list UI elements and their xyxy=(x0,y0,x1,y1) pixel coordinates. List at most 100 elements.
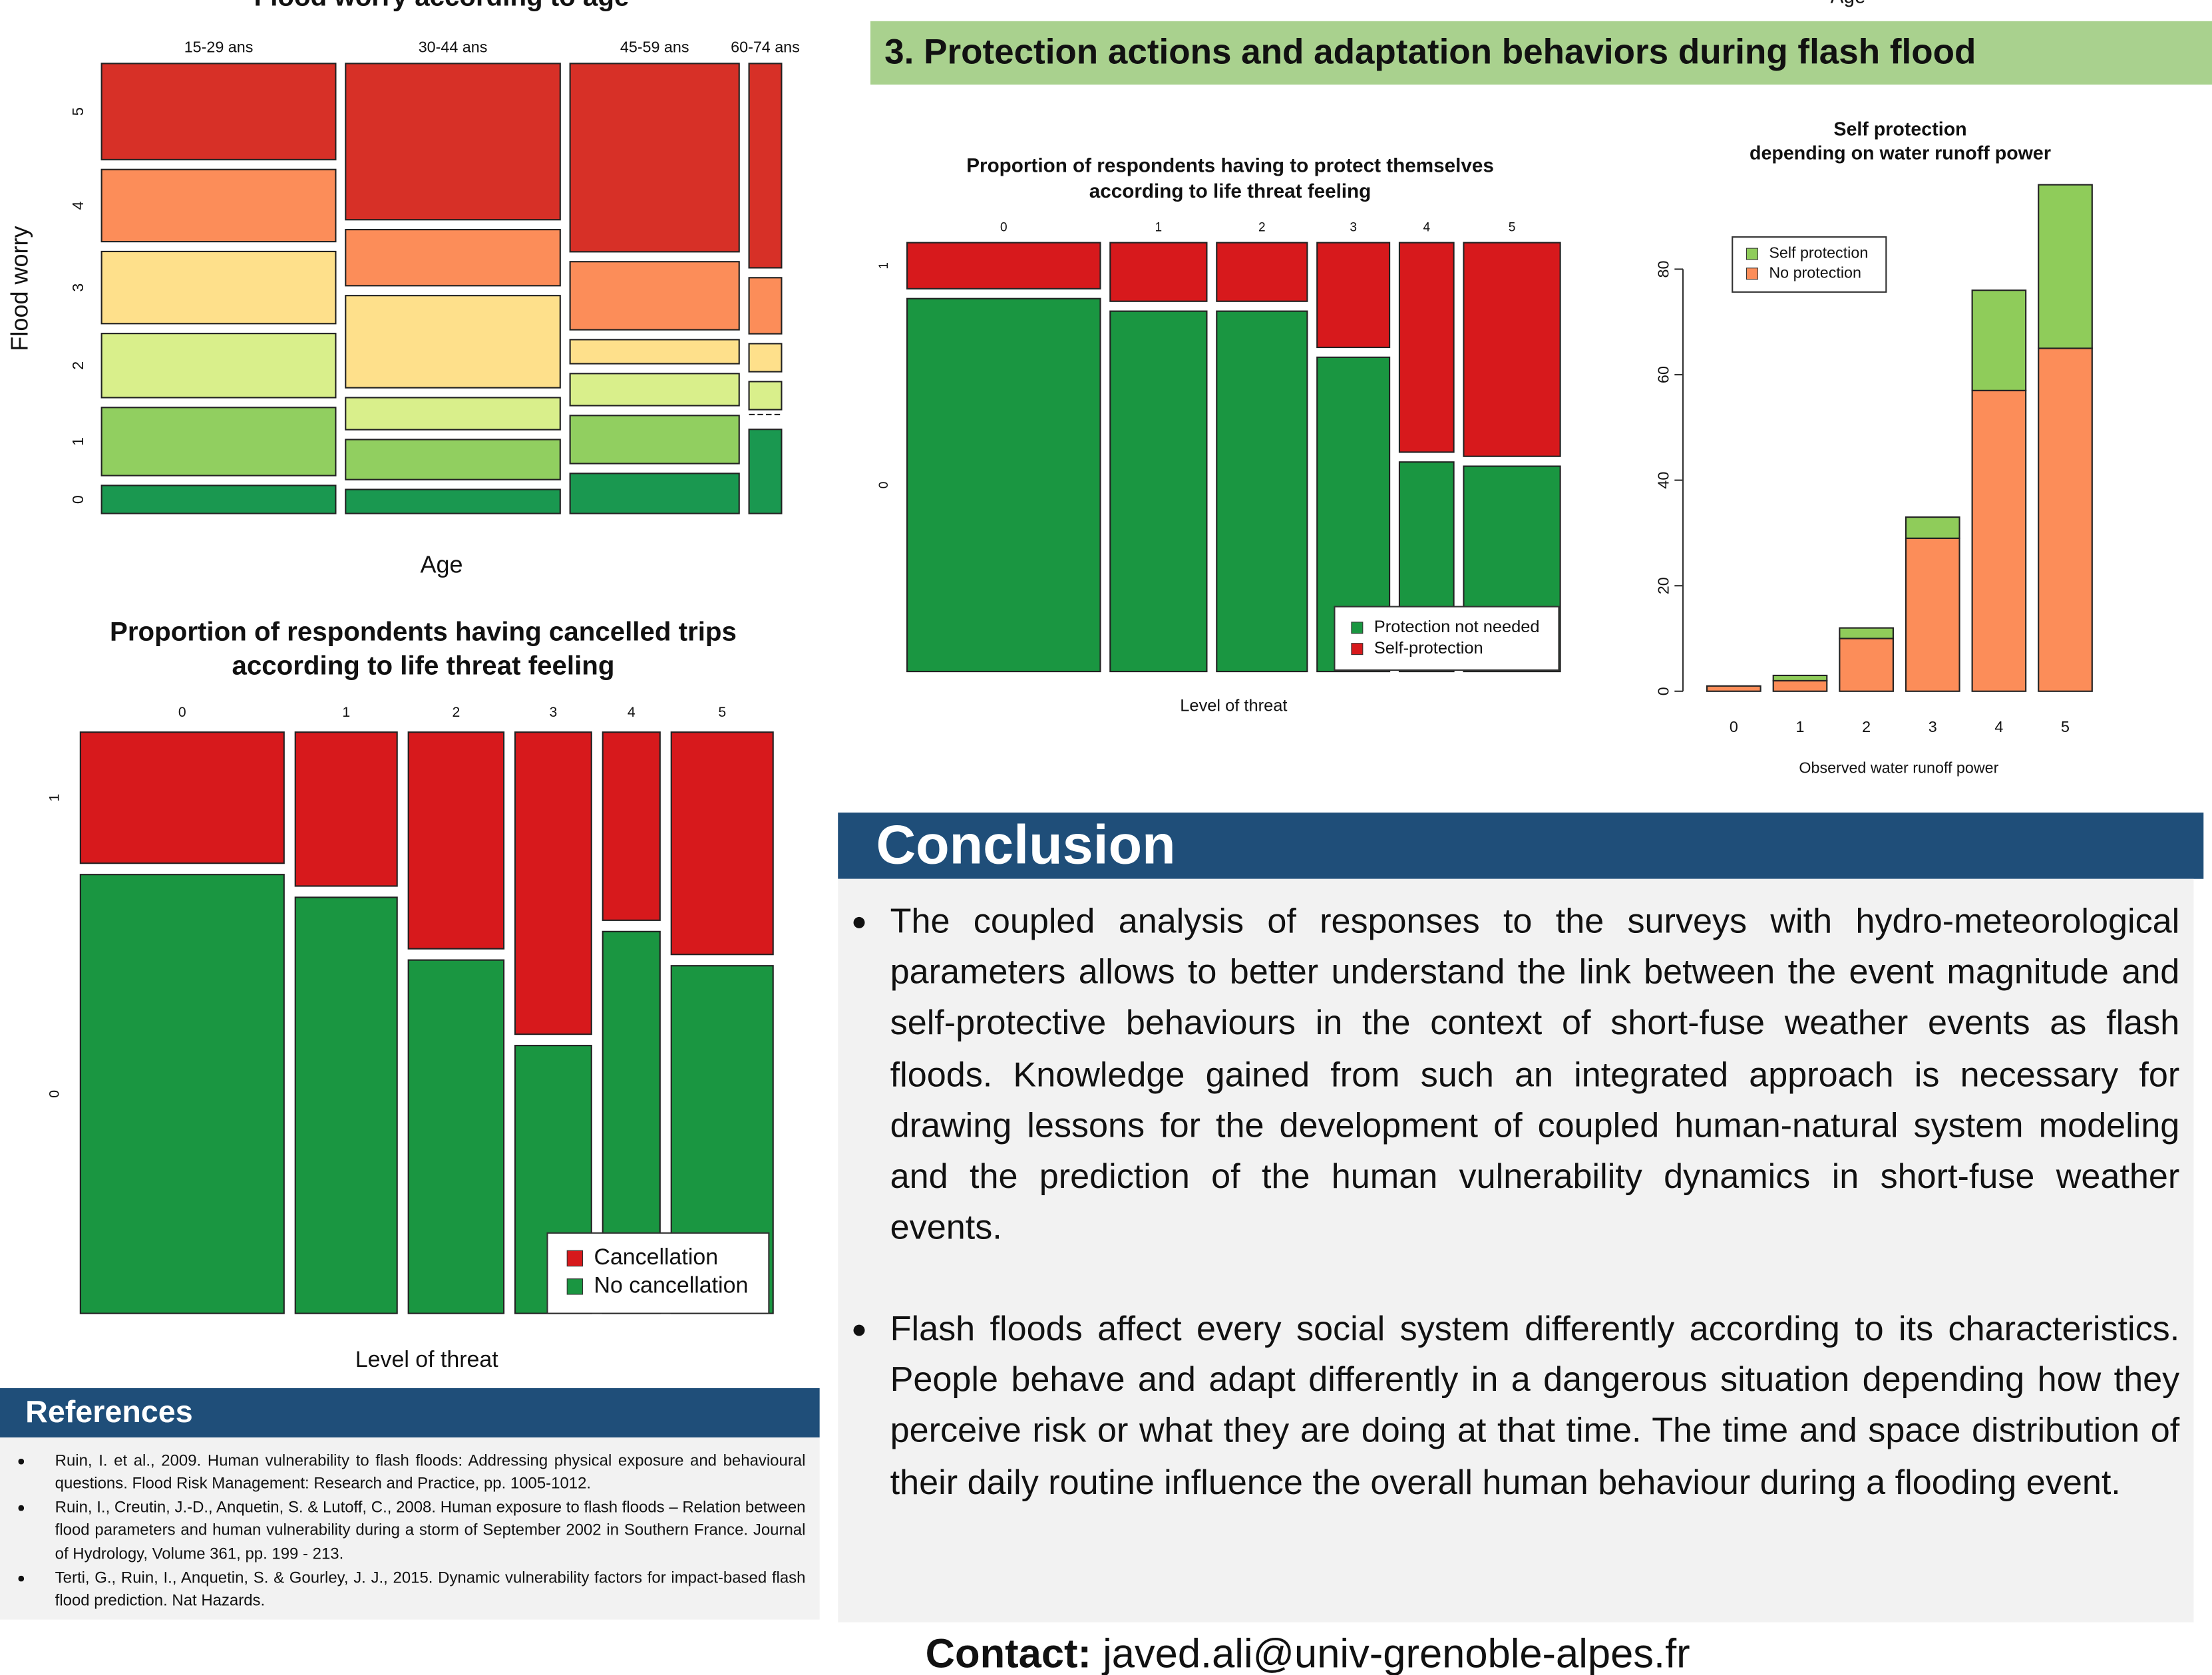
bar-segment xyxy=(1971,289,2027,391)
mosaic-cell xyxy=(79,874,285,1314)
column-label: 3 xyxy=(1350,221,1357,235)
cut-axis-label: Age xyxy=(1831,0,1866,7)
chart-title: Flood worry according to age xyxy=(254,0,630,11)
y-tick-label: 20 xyxy=(1655,577,1672,594)
conclusion-bullet: Flash floods affect every social system … xyxy=(853,1305,2180,1509)
column-label: 4 xyxy=(628,705,636,720)
x-axis-label: Observed water runoff power xyxy=(1799,759,1998,777)
column-label: 0 xyxy=(1000,221,1008,235)
conclusion-title: Conclusion xyxy=(838,813,2204,879)
mosaic-cell xyxy=(569,472,740,514)
bar-segment xyxy=(1772,679,1828,692)
column-label: 3 xyxy=(550,705,558,720)
mosaic-cell xyxy=(100,333,337,399)
mosaic-cell xyxy=(345,295,561,389)
legend-swatch xyxy=(566,1278,584,1295)
mosaic-cell xyxy=(569,373,740,407)
mosaic-cell xyxy=(100,407,337,476)
mosaic-cell xyxy=(407,959,505,1314)
mosaic-cell xyxy=(569,415,740,465)
x-axis-label: Level of threat xyxy=(1180,696,1287,715)
mosaic-cell xyxy=(748,277,783,335)
bar-segment xyxy=(1772,674,1828,681)
column-label: 0 xyxy=(178,705,186,720)
mosaic-cell xyxy=(100,63,337,160)
mosaic-cell xyxy=(569,63,740,253)
mosaic-cell xyxy=(100,250,337,325)
mosaic-cell xyxy=(906,297,1101,673)
mosaic-cell xyxy=(345,488,561,514)
row-label: 0 xyxy=(877,482,891,489)
conclusion-bullet: The coupled analysis of responses to the… xyxy=(853,897,2179,1254)
reference-text: Terti, G., Ruin, I., Anquetin, S. & Gour… xyxy=(55,1570,806,1610)
x-tick-label: 3 xyxy=(1929,718,1937,735)
column-label: 1 xyxy=(1155,221,1163,235)
x-tick-label: 5 xyxy=(2061,718,2070,735)
bullet-dot xyxy=(18,1505,23,1511)
row-label: 0 xyxy=(69,495,87,504)
chart-title: according to life threat feeling xyxy=(1089,180,1372,202)
mosaic-cell xyxy=(407,731,505,950)
reference: Ruin, I., Creutin, J.-D., Anquetin, S. &… xyxy=(18,1497,805,1566)
contact: Contact: javed.ali@univ-grenoble-alpes.f… xyxy=(926,1632,1690,1675)
row-label: 1 xyxy=(877,262,891,270)
x-tick-label: 1 xyxy=(1796,718,1805,735)
mosaic-cell xyxy=(345,397,561,431)
legend-label: No protection xyxy=(1769,264,1861,281)
x-tick-label: 0 xyxy=(1730,718,1738,735)
legend-label: Cancellation xyxy=(594,1244,718,1270)
mosaic-cell xyxy=(569,261,740,331)
x-axis-label: Level of threat xyxy=(355,1347,498,1372)
references-title: References xyxy=(0,1388,820,1438)
mosaic-cell xyxy=(1109,310,1208,673)
mosaic-cell xyxy=(79,731,285,864)
row-label: 3 xyxy=(69,283,87,292)
mosaic-cell xyxy=(748,429,783,514)
mosaic-cell xyxy=(345,63,561,221)
bullet-dot xyxy=(853,916,865,928)
x-tick-label: 4 xyxy=(1994,718,2003,735)
mosaic-cell xyxy=(100,484,337,514)
mosaic-cell xyxy=(294,731,398,887)
mosaic-cell xyxy=(345,228,561,287)
legend-swatch xyxy=(1351,643,1364,655)
mosaic-cell xyxy=(294,896,398,1314)
row-label: 2 xyxy=(69,361,87,370)
section-title: 3. Protection actions and adaptation beh… xyxy=(870,21,2212,85)
bullet-dot xyxy=(853,1324,865,1336)
bullet-text: Flash floods affect every social system … xyxy=(890,1310,2180,1502)
legend-swatch xyxy=(1351,622,1364,634)
bar-segment xyxy=(1706,685,1761,692)
chart-title: according to life threat feeling xyxy=(232,650,614,680)
conclusion-body: The coupled analysis of responses to the… xyxy=(838,878,2194,1622)
y-tick-label: 40 xyxy=(1655,472,1672,489)
column-label: 1 xyxy=(342,705,350,720)
mosaic-cell xyxy=(100,168,337,243)
chart-title: Self protection xyxy=(1833,119,1966,140)
mosaic-cell xyxy=(1216,242,1308,302)
legend-swatch xyxy=(566,1250,584,1267)
column-label: 5 xyxy=(718,705,726,720)
legend-label: Protection not needed xyxy=(1374,618,1540,636)
y-tick-label: 0 xyxy=(1655,687,1672,695)
mosaic-cell xyxy=(748,381,783,411)
legend-label: No cancellation xyxy=(594,1272,748,1298)
mosaic-cell xyxy=(602,731,661,921)
contact-email: javed.ali@univ-grenoble-alpes.fr xyxy=(1103,1632,1690,1675)
mosaic-cell xyxy=(1316,242,1391,349)
mosaic-cell xyxy=(1216,310,1308,673)
bar-segment xyxy=(1971,389,2027,692)
row-label: 1 xyxy=(47,794,62,802)
y-tick-label: 60 xyxy=(1655,366,1672,383)
column-label: 4 xyxy=(1423,221,1430,235)
column-label: 2 xyxy=(452,705,460,720)
legend-box xyxy=(1334,606,1560,671)
x-axis-label: Age xyxy=(420,551,462,578)
mosaic-cell xyxy=(1463,242,1561,457)
bullet-dot xyxy=(18,1458,23,1464)
mosaic-cell xyxy=(906,242,1101,289)
mosaic-cell xyxy=(345,439,561,480)
mosaic-cell xyxy=(748,63,783,269)
bar-segment xyxy=(2038,184,2093,349)
